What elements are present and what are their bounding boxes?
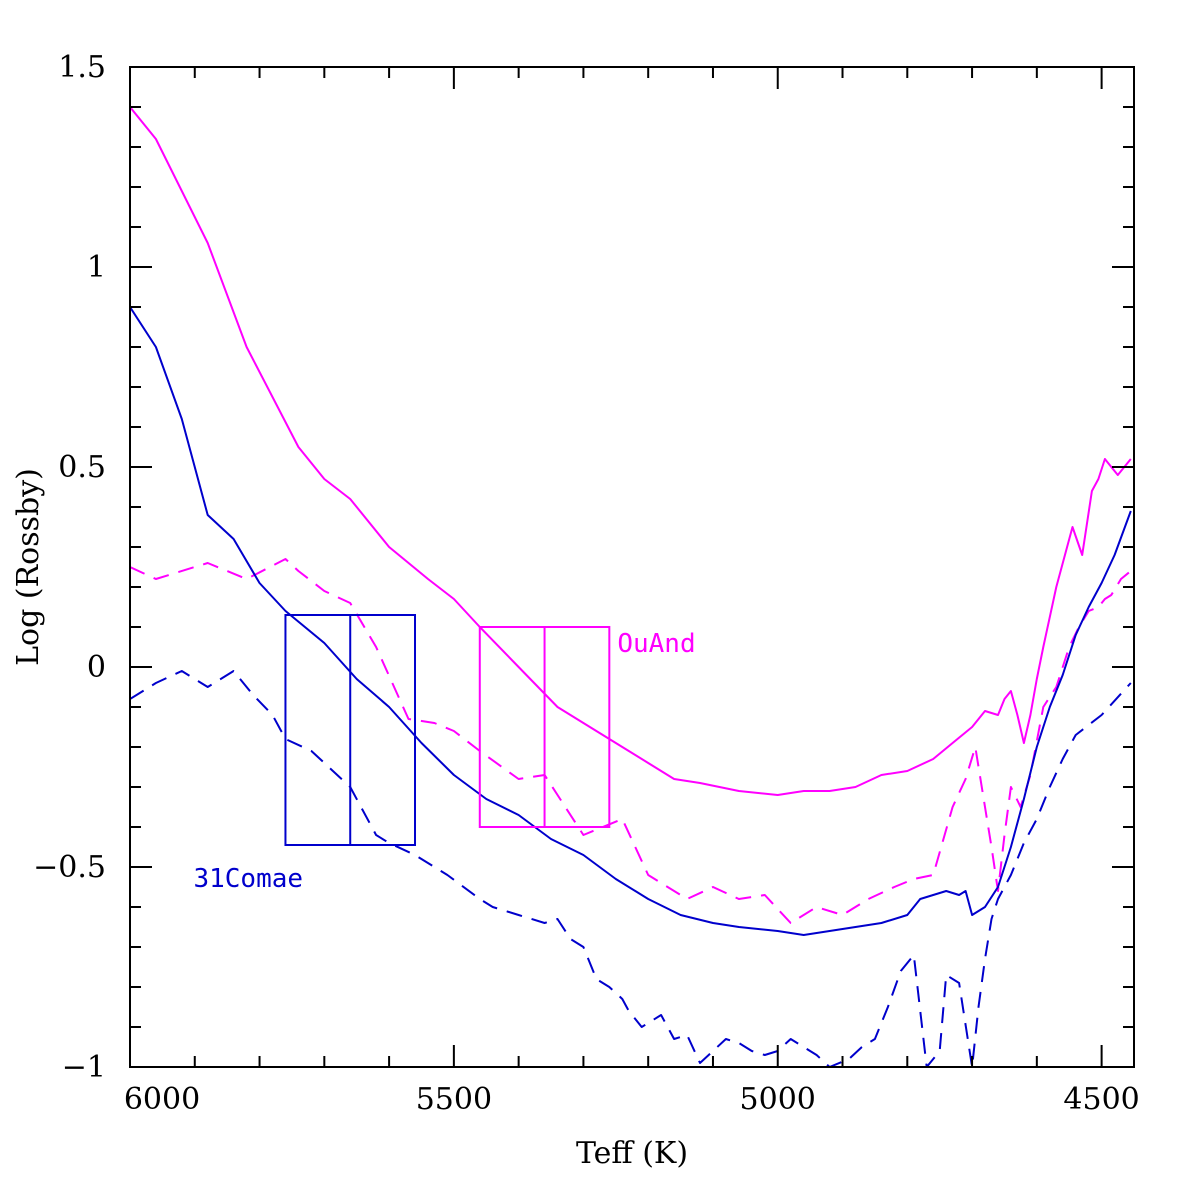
y-tick-label: 0.5	[58, 450, 106, 485]
box-layer	[284, 614, 611, 846]
y-tick-label: 1.5	[58, 50, 106, 85]
y-tick-label: 1	[87, 250, 106, 285]
x-tick-label: 6000	[124, 1082, 200, 1117]
y-axis-title: Log (Rossby)	[11, 468, 46, 666]
y-tick-label: 0	[87, 650, 106, 685]
plot-frame	[129, 66, 1135, 1068]
series-line-ouand-dashed	[130, 558, 1132, 924]
series-line-31comae-dashed	[130, 670, 1132, 1067]
series-line-31comae-solid	[130, 306, 1132, 936]
series-layer	[130, 106, 1132, 1067]
x-tick-label: 5000	[740, 1082, 816, 1117]
series-line-ouand-solid	[130, 106, 1132, 796]
x-tick-label: 5500	[416, 1082, 492, 1117]
box-label-31comae: 31Comae	[193, 864, 303, 894]
tick-layer	[129, 66, 1134, 1068]
x-tick-label: 4500	[1063, 1082, 1139, 1117]
box-label-ouand: OuAnd	[617, 629, 695, 659]
y-tick-label: −0.5	[33, 850, 106, 885]
label-layer: 31Comae OuAnd 6000 5500 5000 4500 1.5 1 0.5 0 −0.5…	[33, 50, 1140, 1117]
x-axis-title: Teff (K)	[576, 1136, 688, 1171]
y-tick-label: −1	[62, 1050, 106, 1085]
